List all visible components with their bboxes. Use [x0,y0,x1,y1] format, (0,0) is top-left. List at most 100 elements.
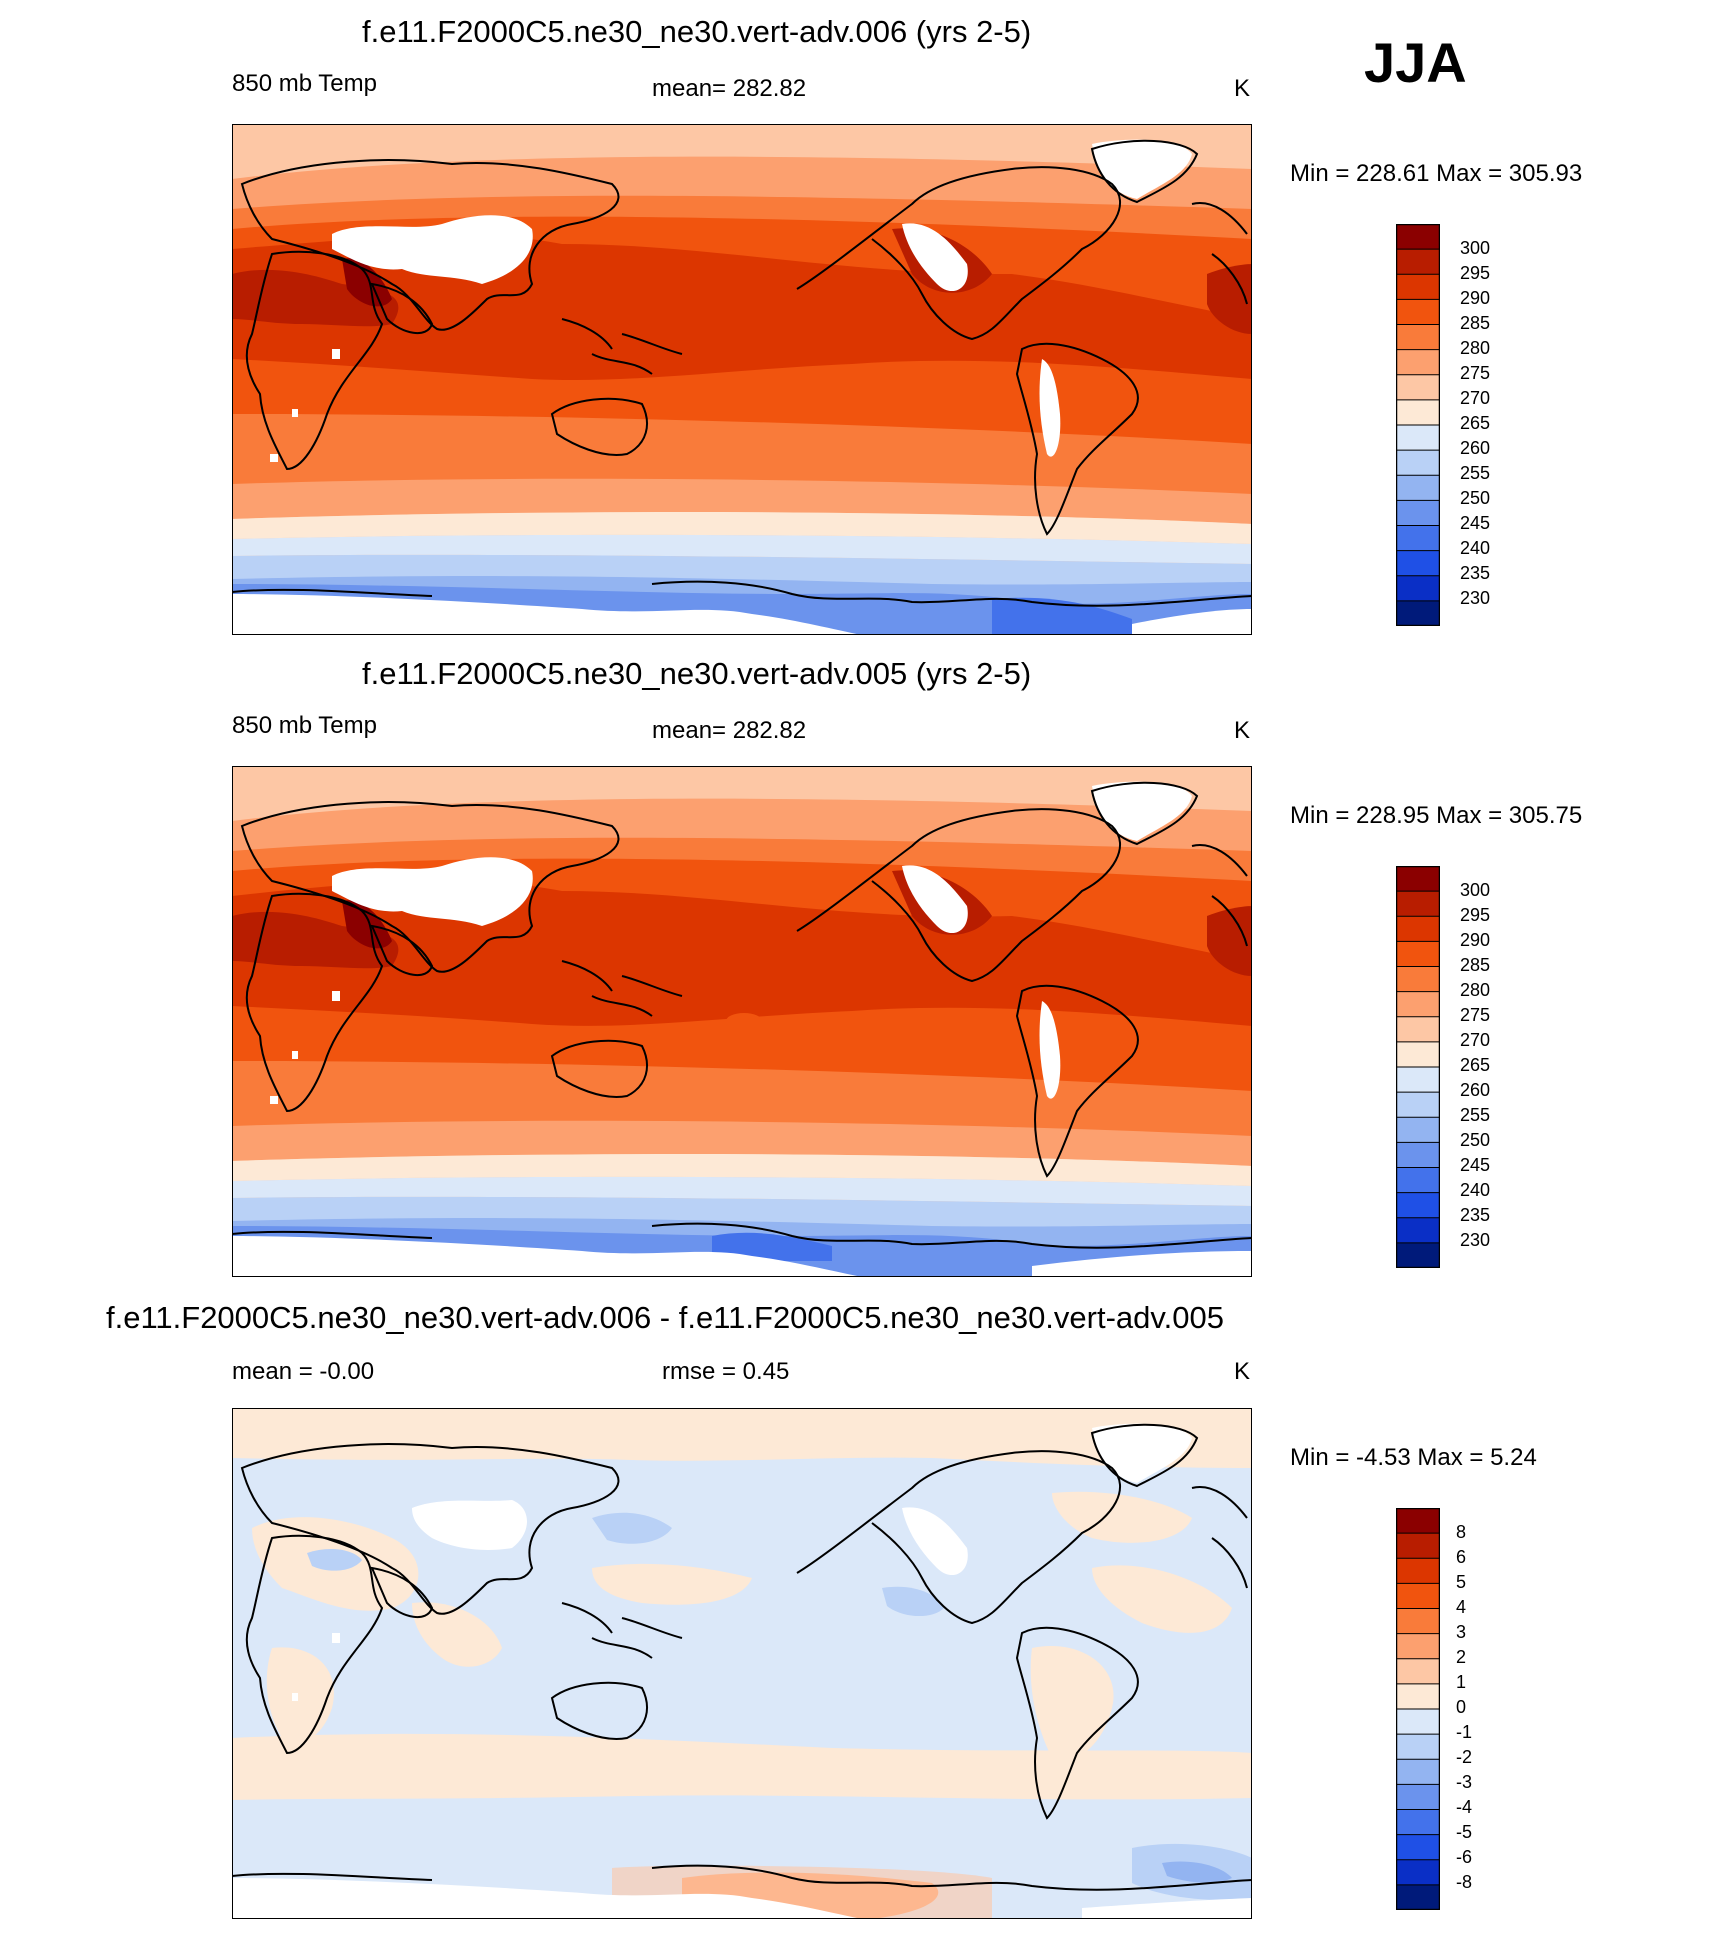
panel-2-title: f.e11.F2000C5.ne30_ne30.vert-adv.005 (yr… [362,656,1032,691]
panel-2-mean-label: mean= 282.82 [652,717,807,744]
panel-2-level-label: 235 [1460,1205,1491,1225]
antarctica-missing-east [1032,1251,1252,1277]
panel-1-title: f.e11.F2000C5.ne30_ne30.vert-adv.006 (yr… [362,14,1032,49]
colorbar-swatch [1396,449,1440,477]
band-265-south [232,1176,1252,1206]
africa-missing-1 [332,1633,340,1643]
colorbar-swatch [1396,1532,1440,1560]
africa-missing-3 [270,1096,278,1104]
colorbar-swatch [1396,1557,1440,1585]
colorbar-frame [1396,224,1440,626]
panel-2-units-label: K [1234,717,1251,744]
band-265-south [232,534,1252,564]
panel-2-level-label: 300 [1460,880,1491,900]
panel-1-level-label: 265 [1460,413,1491,433]
panel-1-level-label: 285 [1460,313,1491,333]
panel-3-level-label: 5 [1456,1572,1467,1592]
colorbar-swatch [1396,1041,1440,1069]
panel-2-level-label: 245 [1460,1155,1491,1175]
panel-1-level-label: 295 [1460,263,1491,283]
antarctica-missing-east [1082,1898,1252,1919]
hot-atlantic-east [1207,264,1252,334]
colorbar-swatch [1396,1608,1440,1635]
colorbar-swatch [1396,1508,1440,1535]
colorbar-swatch [1396,399,1440,427]
panel-1-mean-label: mean= 282.82 [652,75,807,102]
colorbar-swatch [1396,1708,1440,1736]
panel-3-level-label: -4 [1456,1797,1473,1817]
hot-atlantic-east [1207,906,1252,976]
greenland-missing [1092,1423,1192,1483]
panel-2-left-label: 850 mb Temp [232,712,377,739]
panel-3-colorbar [1396,1508,1440,1910]
neg-pacific [882,1586,944,1617]
colorbar-swatch [1396,1733,1440,1761]
panel-1-level-label: 255 [1460,463,1491,483]
africa-missing-2 [292,1693,298,1701]
panel-3-level-label: -1 [1456,1722,1473,1742]
colorbar-swatch [1396,1633,1440,1660]
panel-1-level-label: 245 [1460,513,1491,533]
colorbar-swatch [1396,1167,1440,1194]
band-270-south [232,512,1252,544]
tibet-missing [332,857,533,926]
rockies-missing [902,865,968,934]
colorbar-swatch [1396,966,1440,993]
panel-3-level-label: 0 [1456,1697,1467,1717]
panel-1-level-label: 235 [1460,563,1491,583]
panel-1-level-label: 270 [1460,388,1491,408]
colorbar-swatch [1396,1582,1440,1610]
panel-1-level-label: 250 [1460,488,1491,508]
colorbar-swatch [1396,575,1440,602]
colorbar-swatch [1396,1859,1440,1886]
colorbar-swatch [1396,1091,1440,1119]
colorbar-swatch [1396,248,1440,276]
colorbar-swatch [1396,374,1440,401]
panel-3-level-label: -5 [1456,1822,1473,1842]
africa-missing-2 [292,409,298,417]
tibet-missing [412,1500,527,1550]
africa-missing-1 [332,991,340,1001]
panel-3-map [232,1408,1252,1919]
rockies-missing [902,1507,968,1576]
colorbar-swatch [1396,525,1440,552]
colorbar-swatch [1396,1066,1440,1094]
colorbar-frame [1396,1508,1440,1910]
colorbar-swatch [1396,1783,1440,1811]
colorbar-swatch [1396,273,1440,301]
panel-3-level-label: -3 [1456,1772,1473,1792]
panel-1-level-label: 300 [1460,238,1491,258]
panel-3-title: f.e11.F2000C5.ne30_ne30.vert-adv.006 - f… [106,1300,1224,1335]
panel-3-level-label: 2 [1456,1647,1467,1667]
colorbar-swatch [1396,1217,1440,1244]
greenland-missing [1092,139,1192,199]
colorbar-swatch [1396,1016,1440,1043]
antarctica-missing [232,1236,862,1277]
pos-pacific-north [592,1563,752,1605]
panel-1-map [232,124,1252,635]
antarctica-missing [232,594,862,635]
colorbar-swatch [1396,1242,1440,1268]
colorbar-swatch [1396,1141,1440,1169]
panel-3-units-label: K [1234,1358,1251,1385]
panel-3-level-label: 1 [1456,1672,1467,1692]
panel-3-level-label: -6 [1456,1847,1473,1867]
greenland-missing [1092,781,1192,841]
coastlines [232,1423,1252,1891]
panel-2-level-label: 240 [1460,1180,1491,1200]
antarctica-missing [232,1878,862,1919]
colorbar-swatch [1396,499,1440,527]
panel-2-level-label: 270 [1460,1030,1491,1050]
africa-missing-2 [292,1051,298,1059]
colorbar-swatch [1396,550,1440,577]
pos-africa [266,1647,334,1742]
panel-1-level-label: 240 [1460,538,1491,558]
colorbar-swatch [1396,1834,1440,1861]
panel-3-level-label: 3 [1456,1622,1467,1642]
colorbar-frame [1396,866,1440,1268]
band-270-south [232,1154,1252,1186]
colorbar-swatch [1396,224,1440,251]
panel-2-level-label: 290 [1460,930,1491,950]
colorbar-swatch [1396,1809,1440,1836]
neg-siberia [592,1512,672,1544]
